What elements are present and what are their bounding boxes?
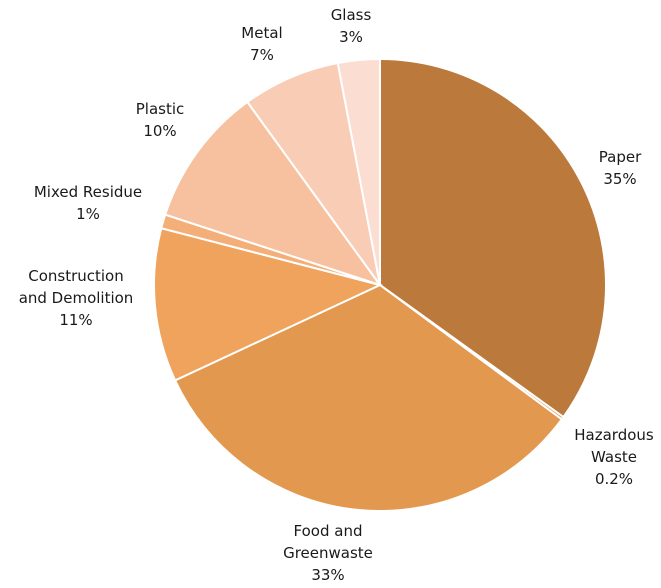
pie-slice-paper bbox=[379, 57, 607, 419]
slice-category-label: Hazardous bbox=[574, 426, 654, 444]
slice-label-glass: Glass 3% bbox=[331, 6, 372, 46]
slice-label-hazardous-waste: Hazardous Waste 0.2% bbox=[574, 426, 654, 488]
slice-category-label: Construction bbox=[28, 267, 124, 285]
pie-slices bbox=[153, 57, 607, 512]
pie-slice-construction-and-demolition bbox=[153, 227, 383, 382]
slice-value-label: 33% bbox=[311, 566, 344, 584]
slice-category-label: Glass bbox=[331, 6, 372, 24]
slice-value-label: 35% bbox=[603, 170, 636, 188]
slice-value-label: 3% bbox=[339, 28, 363, 46]
slice-category-label: Plastic bbox=[136, 100, 185, 118]
slice-category-label: Mixed Residue bbox=[34, 183, 142, 201]
slice-label-food-and-greenwaste: Food and Greenwaste 33% bbox=[283, 522, 373, 584]
slice-value-label: 7% bbox=[250, 46, 274, 64]
slice-category-label: Waste bbox=[591, 448, 637, 466]
slice-label-mixed-residue: Mixed Residue 1% bbox=[34, 183, 142, 223]
slice-category-label: and Demolition bbox=[19, 289, 134, 307]
slice-category-label: Paper bbox=[599, 148, 642, 166]
slice-value-label: 11% bbox=[59, 311, 92, 329]
pie-slice-food-and-greenwaste bbox=[173, 283, 564, 512]
slice-value-label: 0.2% bbox=[595, 470, 633, 488]
slice-label-metal: Metal 7% bbox=[241, 24, 282, 64]
slice-value-label: 10% bbox=[143, 122, 176, 140]
pie-slice-glass bbox=[336, 57, 381, 286]
slice-label-plastic: Plastic 10% bbox=[136, 100, 185, 140]
slice-value-label: 1% bbox=[76, 205, 100, 223]
slice-category-label: Greenwaste bbox=[283, 544, 373, 562]
slice-category-label: Metal bbox=[241, 24, 282, 42]
slice-label-paper: Paper 35% bbox=[599, 148, 642, 188]
slice-category-label: Food and bbox=[294, 522, 363, 540]
pie-slice-plastic bbox=[163, 100, 383, 287]
pie-labels: Paper 35% Hazardous Waste 0.2% Food and Greenw… bbox=[19, 6, 654, 584]
slice-label-construction-and-demolition: Construction and Demolition 11% bbox=[19, 267, 134, 329]
